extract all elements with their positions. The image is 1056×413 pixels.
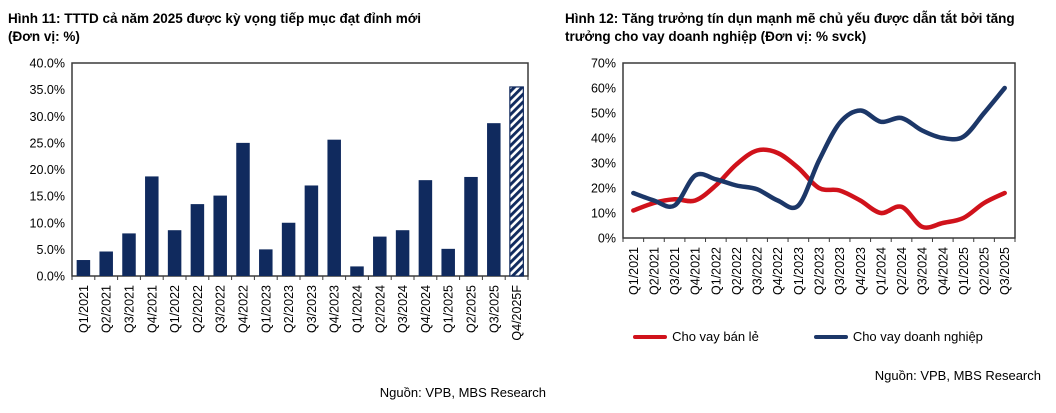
svg-text:Q2/2025: Q2/2025 <box>465 285 479 333</box>
chart-legend: Cho vay bán lẻ Cho vay doanh nghiệp <box>565 329 1051 344</box>
loan-growth-line-chart: 0% 10% 20% 30% 40% 50% 60% 70% Q1/2021 Q2/2021 Q3/… <box>591 57 1016 295</box>
svg-text:Q2/2023: Q2/2023 <box>282 285 296 333</box>
legend-label-retail: Cho vay bán lẻ <box>672 329 759 345</box>
svg-text:Q4/2023: Q4/2023 <box>328 285 342 333</box>
figure-12-source: Nguồn: VPB, MBS Research <box>874 368 1041 384</box>
figure-11-source: Nguồn: VPB, MBS Research <box>379 385 546 401</box>
svg-text:Q4/2021: Q4/2021 <box>689 247 703 295</box>
svg-text:Q2/2025: Q2/2025 <box>978 247 992 295</box>
svg-text:40%: 40% <box>591 132 616 146</box>
svg-text:Q2/2022: Q2/2022 <box>730 247 744 295</box>
svg-text:Q1/2022: Q1/2022 <box>168 285 182 333</box>
svg-text:20.0%: 20.0% <box>30 163 65 177</box>
svg-text:Q2/2024: Q2/2024 <box>373 285 387 333</box>
svg-text:Q1/2021: Q1/2021 <box>77 285 91 333</box>
svg-text:10.0%: 10.0% <box>30 216 65 230</box>
svg-text:50%: 50% <box>591 107 616 121</box>
svg-text:Q2/2023: Q2/2023 <box>813 247 827 295</box>
svg-text:Q4/2024: Q4/2024 <box>936 247 950 295</box>
svg-text:Q1/2023: Q1/2023 <box>792 247 806 295</box>
svg-text:Q4/2022: Q4/2022 <box>771 247 785 295</box>
figure-11: Hình 11: TTTD cả năm 2025 được kỳ vọng t… <box>8 10 556 400</box>
svg-text:Q1/2021: Q1/2021 <box>627 247 641 295</box>
svg-text:Q3/2021: Q3/2021 <box>123 285 137 333</box>
svg-text:70%: 70% <box>591 57 616 71</box>
svg-text:Q3/2022: Q3/2022 <box>751 247 765 295</box>
svg-text:Q2/2022: Q2/2022 <box>191 285 205 333</box>
legend-label-corporate: Cho vay doanh nghiệp <box>852 329 983 345</box>
figure-12-title: Hình 12: Tăng trưởng tín dụn mạnh mẽ chủ… <box>565 10 1051 45</box>
svg-text:Q1/2024: Q1/2024 <box>351 285 365 333</box>
svg-text:40.0%: 40.0% <box>30 57 65 71</box>
svg-text:35.0%: 35.0% <box>30 83 65 97</box>
legend-item-corporate: Cho vay doanh nghiệp <box>813 329 983 345</box>
svg-text:0%: 0% <box>598 232 616 246</box>
svg-text:Q4/2023: Q4/2023 <box>854 247 868 295</box>
svg-text:Q1/2025: Q1/2025 <box>957 247 971 295</box>
figure-11-title: Hình 11: TTTD cả năm 2025 được kỳ vọng t… <box>8 10 556 45</box>
svg-text:Q3/2025: Q3/2025 <box>487 285 501 333</box>
svg-text:Q4/2022: Q4/2022 <box>237 285 251 333</box>
svg-text:Q3/2021: Q3/2021 <box>668 247 682 295</box>
figure-11-title-text: Hình 11: TTTD cả năm 2025 được kỳ vọng t… <box>8 11 422 26</box>
svg-text:Q2/2021: Q2/2021 <box>100 285 114 333</box>
svg-text:Q3/2023: Q3/2023 <box>305 285 319 333</box>
credit-growth-bar-chart: 0.0% 5.0% 10.0% 15.0% 20.0% 25.0% 30.0% 35.0% 40… <box>30 57 529 341</box>
legend-item-retail: Cho vay bán lẻ <box>633 329 759 344</box>
svg-text:30%: 30% <box>591 157 616 171</box>
svg-text:Q3/2022: Q3/2022 <box>214 285 228 333</box>
svg-text:Q3/2024: Q3/2024 <box>396 285 410 333</box>
svg-text:5.0%: 5.0% <box>37 243 66 257</box>
svg-text:10%: 10% <box>591 207 616 221</box>
svg-text:Q3/2024: Q3/2024 <box>916 247 930 295</box>
svg-text:20%: 20% <box>591 182 616 196</box>
retail-line-swatch <box>633 334 668 339</box>
svg-text:0.0%: 0.0% <box>37 270 66 284</box>
svg-text:Q1/2023: Q1/2023 <box>259 285 273 333</box>
svg-text:60%: 60% <box>591 82 616 96</box>
figure-12: Hình 12: Tăng trưởng tín dụn mạnh mẽ chủ… <box>565 10 1051 383</box>
svg-text:Q3/2023: Q3/2023 <box>833 247 847 295</box>
svg-text:Q2/2024: Q2/2024 <box>895 247 909 295</box>
svg-text:Q1/2025: Q1/2025 <box>442 285 456 333</box>
svg-text:15.0%: 15.0% <box>30 190 65 204</box>
svg-text:25.0%: 25.0% <box>30 136 65 150</box>
svg-text:Q4/2021: Q4/2021 <box>145 285 159 333</box>
svg-text:Q1/2022: Q1/2022 <box>709 247 723 295</box>
figure-12-title-text: Hình 12: Tăng trưởng tín dụn mạnh mẽ chủ… <box>565 11 1015 44</box>
figure-11-unit: (Đơn vị: %) <box>8 28 80 44</box>
svg-text:Q4/2024: Q4/2024 <box>419 285 433 333</box>
svg-text:Q1/2024: Q1/2024 <box>874 247 888 295</box>
corporate-line-swatch <box>813 334 848 339</box>
svg-text:Q3/2025: Q3/2025 <box>998 247 1012 295</box>
svg-text:Q4/2025F: Q4/2025F <box>510 285 524 341</box>
svg-text:30.0%: 30.0% <box>30 110 65 124</box>
svg-text:Q2/2021: Q2/2021 <box>647 247 661 295</box>
